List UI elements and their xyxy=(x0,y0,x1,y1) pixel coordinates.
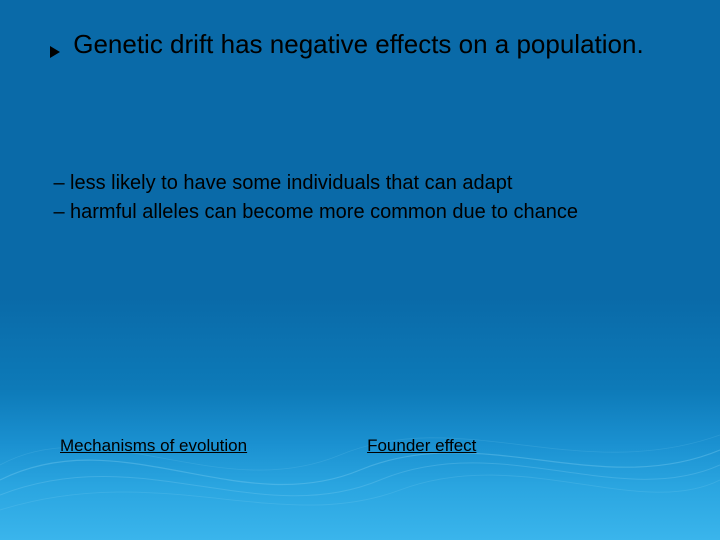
sub-bullet-text: harmful alleles can become more common d… xyxy=(70,199,690,226)
bullet-dash: – xyxy=(48,199,70,226)
link-founder-effect[interactable]: Founder effect xyxy=(367,436,476,456)
sub-bullet-list: – less likely to have some individuals t… xyxy=(48,170,690,228)
main-bullet-text: Genetic drift has negative effects on a … xyxy=(73,29,643,59)
link-mechanisms[interactable]: Mechanisms of evolution xyxy=(60,436,247,456)
sub-bullet-item: – harmful alleles can become more common… xyxy=(48,199,690,226)
sub-bullet-item: – less likely to have some individuals t… xyxy=(48,170,690,197)
arrow-right-icon xyxy=(48,34,62,67)
links-row: Mechanisms of evolution Founder effect xyxy=(60,436,660,456)
sub-bullet-text: less likely to have some individuals tha… xyxy=(70,170,690,197)
bullet-dash: – xyxy=(48,170,70,197)
main-bullet: Genetic drift has negative effects on a … xyxy=(48,28,680,67)
